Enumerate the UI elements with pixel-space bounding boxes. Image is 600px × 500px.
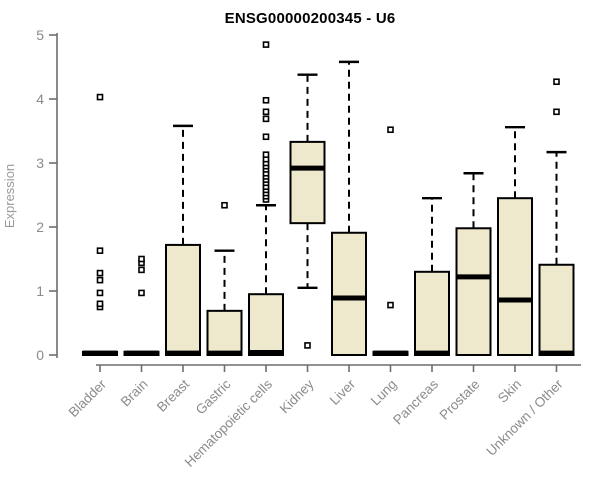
x-tick-label: Liver <box>327 376 359 408</box>
y-tick-label: 2 <box>36 219 44 235</box>
box-hematopoietic-cells <box>248 293 284 357</box>
outlier-hematopoietic-cells <box>262 96 270 104</box>
x-tick-label: Skin <box>495 377 524 406</box>
outlier-bladder <box>96 276 104 284</box>
outlier-hematopoietic-cells <box>262 41 270 48</box>
outlier-gastric <box>221 201 228 209</box>
outlier-bladder <box>96 269 104 277</box>
y-axis-title: Expression <box>2 164 17 228</box>
x-tick-label: Kidney <box>277 376 317 416</box>
box-liver <box>331 231 367 356</box>
outlier-unknown-other <box>553 78 560 86</box>
box-breast <box>165 243 201 356</box>
y-tick-label: 3 <box>36 155 44 171</box>
x-tick-label: Breast <box>154 376 192 414</box>
outlier-brain <box>138 266 145 274</box>
outlier-brain <box>138 255 145 263</box>
x-tick-label: Gastric <box>193 376 234 417</box>
outlier-brain <box>138 289 145 297</box>
outlier-hematopoietic-cells <box>262 115 270 123</box>
x-tick-label: Prostate <box>436 377 482 423</box>
box-unknown-other <box>538 263 575 357</box>
y-tick-label: 1 <box>36 283 44 299</box>
x-tick-label: Brain <box>118 377 151 410</box>
y-tick-label: 4 <box>36 91 44 107</box>
outlier-bladder <box>96 93 104 101</box>
outlier-bladder <box>96 300 104 308</box>
outlier-kidney <box>304 342 311 349</box>
outlier-unknown-other <box>553 108 560 116</box>
box-kidney <box>289 140 326 225</box>
x-tick-label: Unknown / Other <box>483 376 566 459</box>
outlier-bladder <box>96 289 104 297</box>
outlier-hematopoietic-cells <box>262 108 270 116</box>
box-prostate <box>455 227 492 356</box>
box-gastric <box>206 309 243 356</box>
outlier-bladder <box>96 247 104 254</box>
y-tick-label: 5 <box>36 27 44 43</box>
y-tick-label: 0 <box>36 347 44 363</box>
outlier-lung <box>387 301 394 309</box>
x-tick-label: Lung <box>368 377 400 409</box>
x-tick-label: Bladder <box>66 376 110 420</box>
outlier-hematopoietic-cells <box>262 151 270 158</box>
outlier-lung <box>387 126 394 134</box>
x-tick-label: Pancreas <box>390 376 441 427</box>
box-pancreas <box>414 270 450 356</box>
box-skin <box>497 197 533 356</box>
chart-title: ENSG00000200345 - U6 <box>224 10 396 27</box>
outlier-hematopoietic-cells <box>262 133 270 141</box>
